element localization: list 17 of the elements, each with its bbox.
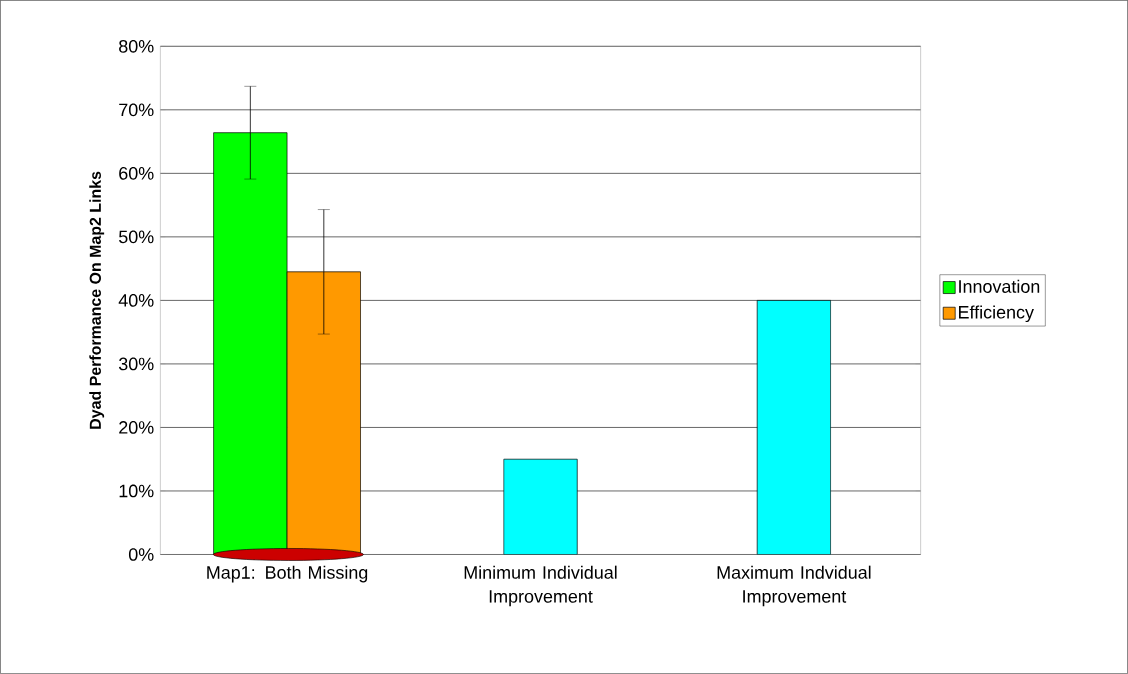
y-axis-title: Dyad Performance On Map2 Links [89,171,105,429]
legend-label: Innovation [959,279,1040,293]
x-tick-label: Maximum Indvidual Improvement [717,565,871,607]
x-tick-label: Map1: Both Missing [207,565,368,583]
bar [503,458,578,555]
y-tick-label: 0% [128,548,154,561]
legend-label: Efficiency [959,305,1034,323]
y-tick-label: 40% [118,294,154,307]
y-tick-label: 50% [119,230,154,244]
y-tick-label: 30% [118,357,154,371]
y-tick-label: 60% [119,167,154,180]
bar [756,300,832,555]
y-tick-label: 10% [119,484,154,498]
y-tick-label: 80% [119,40,154,53]
x-tick-label: Minimum Individual Improvement [464,565,617,607]
y-tick-label: 70% [119,103,154,117]
y-tick-label: 20% [119,421,154,434]
